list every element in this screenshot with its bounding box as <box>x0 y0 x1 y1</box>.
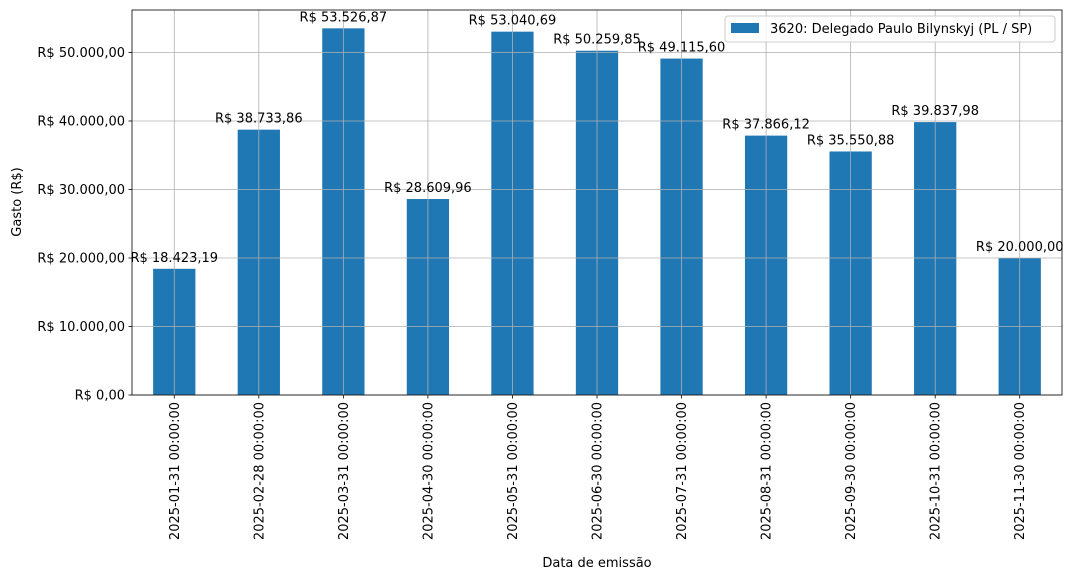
legend-swatch <box>731 23 759 33</box>
data-label: R$ 28.609,96 <box>384 181 472 196</box>
x-tick-label: 2025-08-31 00:00:00 <box>760 402 775 540</box>
data-label: R$ 50.259,85 <box>553 33 641 48</box>
legend-box <box>724 15 1056 43</box>
x-tick-label: 2025-11-30 00:00:00 <box>1013 402 1028 540</box>
x-axis-label: Data de emissão <box>542 556 651 571</box>
data-label: R$ 38.733,86 <box>215 112 303 127</box>
data-label: R$ 49.115,60 <box>638 41 726 56</box>
y-tick-label: R$ 10.000,00 <box>37 320 125 335</box>
y-tick-label: R$ 0,00 <box>75 389 125 404</box>
x-tick-label: 2025-06-30 00:00:00 <box>591 402 606 540</box>
y-axis-label: Gasto (R$) <box>10 167 25 236</box>
data-label: R$ 53.040,69 <box>469 14 557 29</box>
x-tick-label: 2025-09-30 00:00:00 <box>844 402 859 540</box>
y-tick-label: R$ 30.000,00 <box>37 183 125 198</box>
data-label: R$ 18.423,19 <box>130 251 218 266</box>
data-label: R$ 20.000,00 <box>976 240 1064 255</box>
x-tick-label: 2025-05-31 00:00:00 <box>506 402 521 540</box>
x-tick-label: 2025-04-30 00:00:00 <box>421 402 436 540</box>
data-label: R$ 53.526,87 <box>300 10 388 25</box>
data-label: R$ 39.837,98 <box>891 104 979 119</box>
y-tick-label: R$ 20.000,00 <box>37 251 125 266</box>
legend-label: 3620: Delegado Paulo Bilynskyj (PL / SP) <box>770 22 1032 37</box>
x-tick-label: 2025-10-31 00:00:00 <box>929 402 944 540</box>
x-tick-label: 2025-01-31 00:00:00 <box>168 402 183 540</box>
data-label: R$ 35.550,88 <box>807 133 895 148</box>
x-tick-label: 2025-07-31 00:00:00 <box>675 402 690 540</box>
data-label: R$ 37.866,12 <box>722 118 810 133</box>
y-tick-label: R$ 50.000,00 <box>37 46 125 61</box>
x-tick-label: 2025-02-28 00:00:00 <box>252 402 267 540</box>
x-tick-label: 2025-03-31 00:00:00 <box>337 402 352 540</box>
y-tick-label: R$ 40.000,00 <box>37 114 125 129</box>
